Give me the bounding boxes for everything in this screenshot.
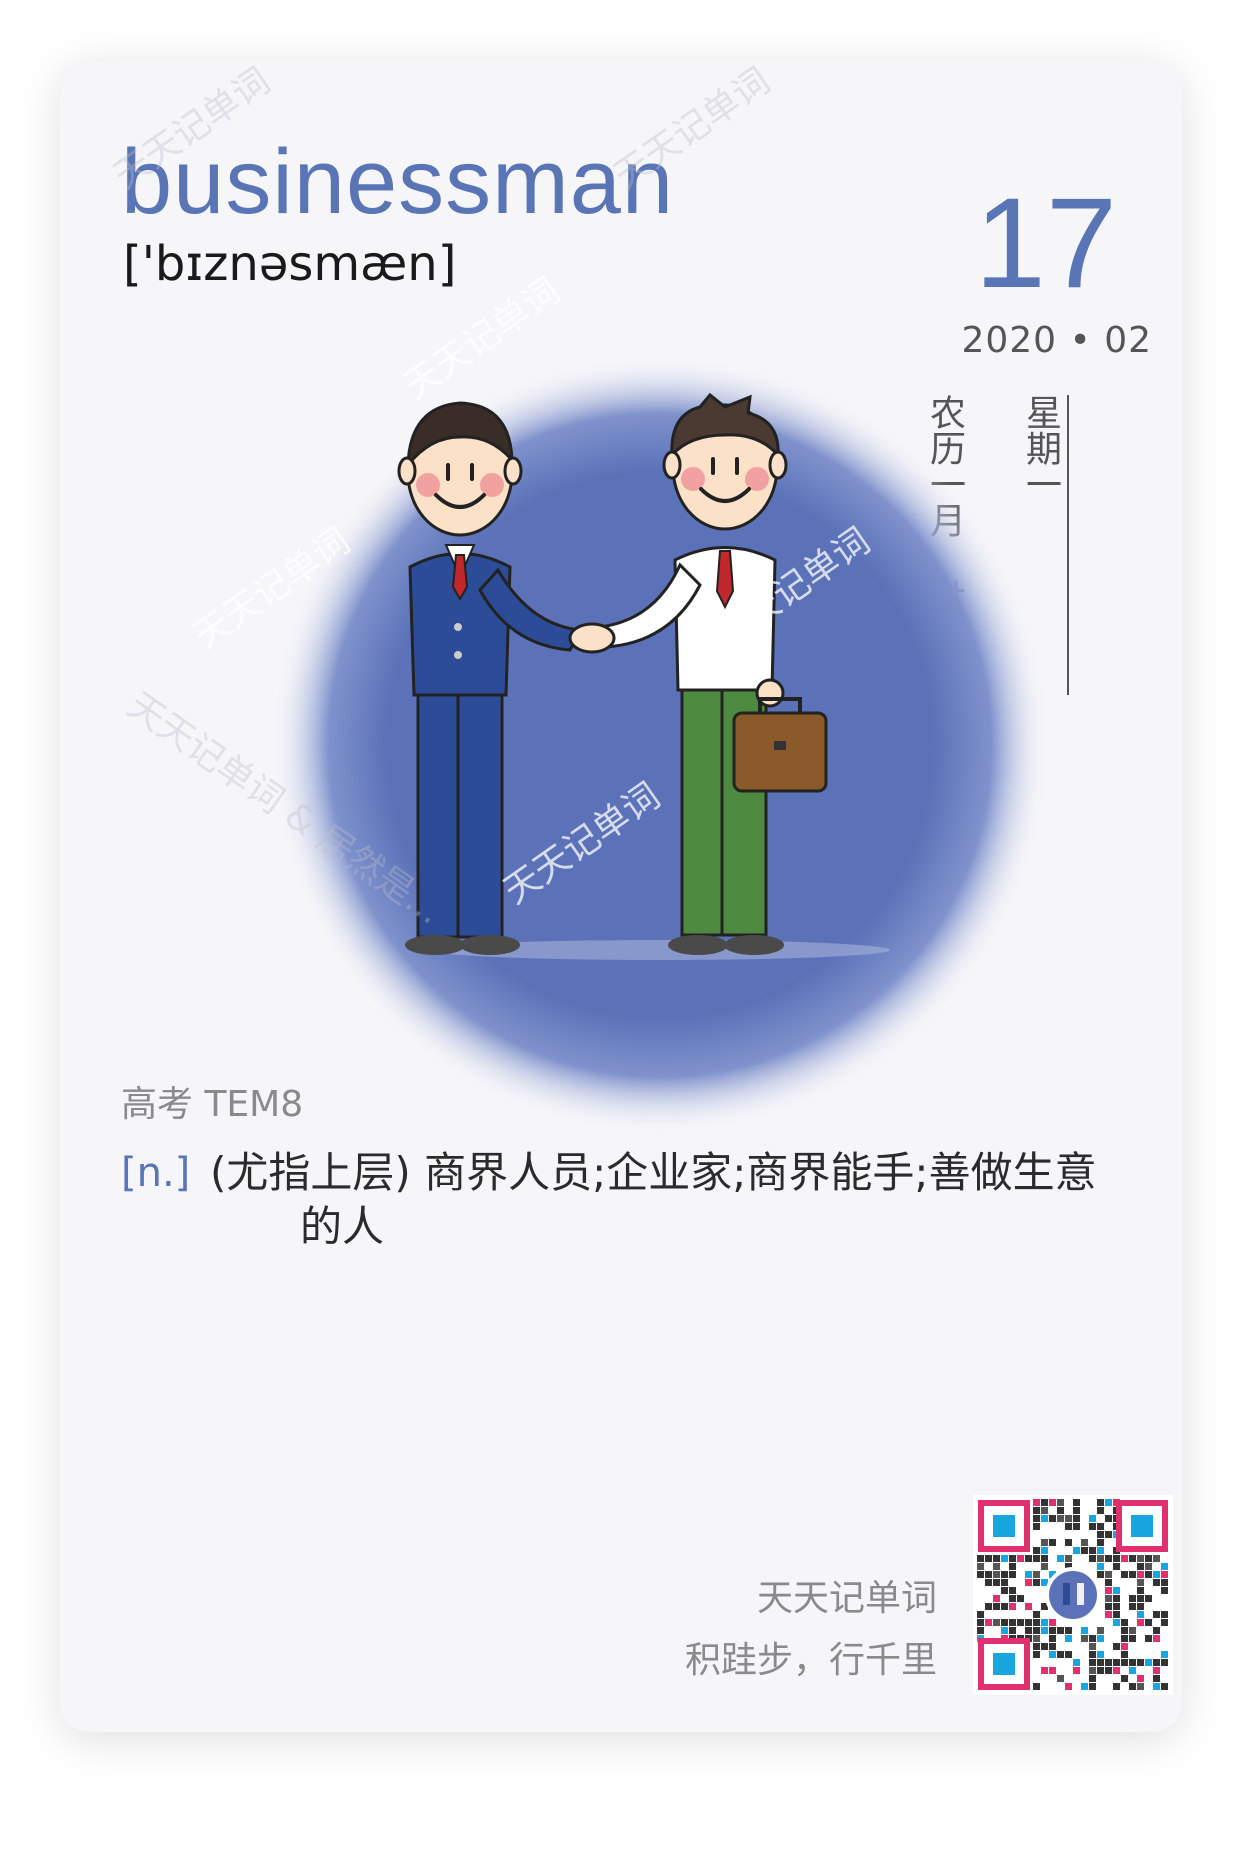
part-of-speech: [n.] (121, 1150, 191, 1196)
brand-block: 天天记单词 积跬步，行千里 (685, 1568, 937, 1692)
businessman-left (397, 401, 583, 955)
brand-name: 天天记单词 (756, 1578, 937, 1619)
exam-tags: 高考 TEM8 (121, 1084, 304, 1125)
date-divider (1067, 395, 1069, 695)
definition-text: (尤指上层) 商界人员;企业家;商界能手;善做生意的人 (210, 1148, 1097, 1251)
handshake-illustration (270, 355, 1050, 1135)
blue-circle-bg (270, 355, 1050, 1135)
phonetic: ['bɪznəsmæn] (123, 236, 457, 292)
qr-code-icon[interactable] (973, 1495, 1173, 1695)
headword: businessman (121, 131, 675, 233)
weekday: 星期一 (1020, 394, 1061, 502)
businessman-right (598, 392, 828, 955)
date-day: 17 (974, 172, 1117, 315)
date-year-month: 2020 • 02 (961, 320, 1152, 361)
word-card: 天天记单词 天天记单词 businessman ['bɪznəsmæn] 17 … (60, 60, 1182, 1732)
brand-slogan: 积跬步，行千里 (684, 1640, 937, 1681)
